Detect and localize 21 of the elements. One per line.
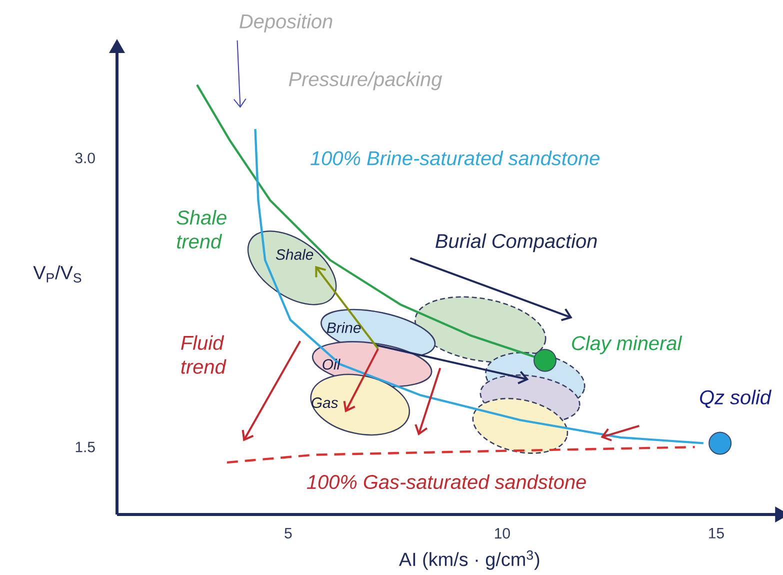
annotation: Oil [322, 358, 340, 370]
annotation: Brine [326, 322, 361, 334]
x-tick-label: 5 [284, 528, 292, 538]
annotation: Shale trend [176, 210, 226, 249]
y-tick-label: 3.0 [75, 152, 95, 164]
y-axis-title: V$_{P}$/V$_{S}$ [33, 265, 82, 283]
annotation: Qz solid [700, 390, 772, 408]
annotation: Gas [312, 397, 338, 408]
annotation: Burial Compaction [436, 234, 597, 252]
annotation: 100% Brine-saturated sandstone [310, 150, 600, 166]
y-tick-label: 1.5 [76, 442, 95, 452]
annotation: Clay mineral [572, 336, 682, 354]
text: Deposition [240, 14, 332, 32]
x-axis-title: AI (km/s · g/cm$^{3}$) [398, 550, 540, 570]
line-series [226, 446, 696, 464]
annotation: 100% Gas-saturated sandstone [306, 474, 586, 490]
annotation: Fluid trend [181, 335, 226, 374]
annotation: Shale [276, 248, 314, 260]
annotation: Pressure/packing [288, 72, 442, 90]
x-tick-label: 10 [495, 528, 510, 539]
x-tick-label: 15 [709, 528, 724, 538]
